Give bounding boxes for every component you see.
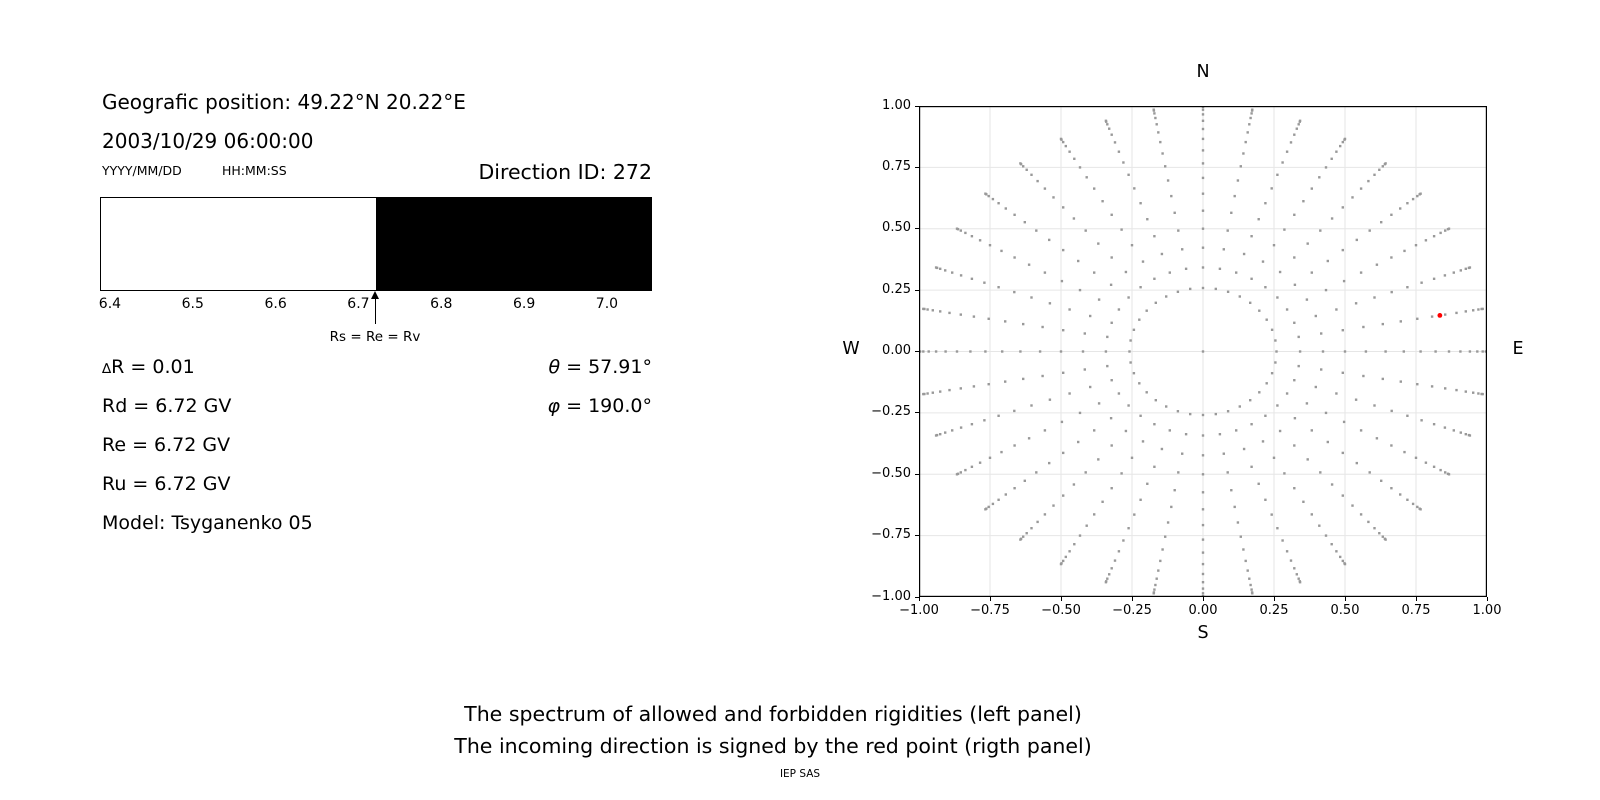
spectrum-x-tick-label: 6.9 xyxy=(512,296,536,312)
x-tick-label: 0.25 xyxy=(1259,603,1289,618)
compass-east-label: E xyxy=(1512,339,1524,359)
theta-value: θ = 57.91° xyxy=(548,356,652,378)
spectrum-x-tick-label: 6.5 xyxy=(181,296,204,312)
y-tick-mark xyxy=(915,351,919,352)
y-tick-mark xyxy=(915,412,919,414)
ru-value: Ru = 6.72 GV xyxy=(102,473,231,495)
delta-r-value: ∆R = 0.01 xyxy=(102,356,195,378)
x-tick-mark xyxy=(1202,597,1204,601)
geographic-position-text: Geografic position: 49.22°N 20.22°E xyxy=(102,90,466,114)
x-tick-mark xyxy=(1131,597,1133,601)
x-tick-label: −0.75 xyxy=(970,603,1010,618)
spectrum-annotation-layer: Rs = Re = Rv xyxy=(100,289,650,351)
datetime-text: 2003/10/29 06:00:00 xyxy=(102,129,314,153)
red-incoming-direction-point xyxy=(1437,313,1443,318)
x-tick-label: 0.75 xyxy=(1401,603,1431,618)
arrow-shaft xyxy=(374,298,376,324)
x-tick-mark xyxy=(1415,597,1417,601)
credit-text: IEP SAS xyxy=(779,768,821,780)
compass-south-label: S xyxy=(1197,623,1209,643)
date-format-hint: YYYY/MM/DD xyxy=(102,163,182,178)
x-tick-label: 0.00 xyxy=(1188,603,1218,618)
x-tick-label: −0.25 xyxy=(1112,603,1152,618)
time-format-hint: HH:MM:SS xyxy=(222,163,287,178)
x-tick-label: −0.50 xyxy=(1041,603,1081,618)
theta-symbol: θ xyxy=(548,356,561,378)
forbidden-rigidity-region xyxy=(376,198,651,290)
y-tick-label: −0.50 xyxy=(871,465,911,481)
model-name: Model: Tsyganenko 05 xyxy=(102,512,313,534)
spectrum-x-tick-label: 7.0 xyxy=(595,296,619,312)
x-tick-label: −1.00 xyxy=(899,603,939,618)
phi-symbol: φ xyxy=(547,395,561,417)
x-tick-mark xyxy=(918,597,920,601)
y-tick-label: 0.75 xyxy=(882,158,911,174)
y-tick-label: 0.50 xyxy=(882,220,911,236)
caption-line-2: The incoming direction is signed by the … xyxy=(454,734,1092,758)
y-tick-label: −1.00 xyxy=(871,588,911,604)
direction-plot-svg xyxy=(919,106,1487,597)
x-tick-label: 0.50 xyxy=(1330,603,1360,618)
spectrum-x-tick-label: 6.7 xyxy=(347,296,370,312)
direction-id-text: Direction ID: 272 xyxy=(478,160,652,184)
compass-north-label: N xyxy=(1196,62,1210,82)
y-tick-label: 0.00 xyxy=(882,343,911,358)
y-tick-mark xyxy=(915,473,919,475)
arrow-up-icon xyxy=(371,291,379,299)
x-tick-mark xyxy=(989,597,991,601)
y-tick-label: −0.75 xyxy=(871,527,911,543)
y-tick-mark xyxy=(915,535,919,537)
y-tick-label: −0.25 xyxy=(871,404,911,420)
spectrum-x-tick-label: 6.8 xyxy=(430,296,453,312)
plot-border xyxy=(919,106,1487,597)
x-tick-mark xyxy=(1486,597,1488,601)
spectrum-x-axis: 6.4 6.5 6.6 6.7 6.8 6.9 7.0 xyxy=(98,296,650,314)
cutoff-arrow-label: Rs = Re = Rv xyxy=(329,329,421,345)
delta-symbol: ∆ xyxy=(102,361,112,377)
x-tick-mark xyxy=(1344,597,1346,601)
direction-grid-dots xyxy=(919,106,1487,597)
y-tick-mark xyxy=(915,228,919,230)
compass-west-label: W xyxy=(842,339,860,359)
incoming-direction-plot: N S W E −1.00 −1.00 −0.75 −0.75 −0.50 −0.50 −0… xyxy=(842,62,1523,643)
y-tick-label: 0.25 xyxy=(882,281,911,297)
y-tick-mark xyxy=(915,105,919,107)
x-tick-label: 1.00 xyxy=(1472,603,1502,618)
spectrum-x-tick-label: 6.6 xyxy=(264,296,287,312)
rigidity-spectrum-bar xyxy=(100,197,652,291)
y-tick-mark xyxy=(915,166,919,168)
re-value: Re = 6.72 GV xyxy=(102,434,231,456)
caption-line-1: The spectrum of allowed and forbidden ri… xyxy=(464,702,1082,726)
rd-value: Rd = 6.72 GV xyxy=(102,395,232,417)
x-tick-mark xyxy=(1273,597,1275,601)
y-tick-mark xyxy=(915,289,919,291)
y-tick-mark xyxy=(915,596,919,598)
phi-value: φ = 190.0° xyxy=(547,395,652,417)
spectrum-x-tick-label: 6.4 xyxy=(98,296,122,312)
y-tick-label: 1.00 xyxy=(882,97,911,113)
x-tick-mark xyxy=(1060,597,1062,601)
